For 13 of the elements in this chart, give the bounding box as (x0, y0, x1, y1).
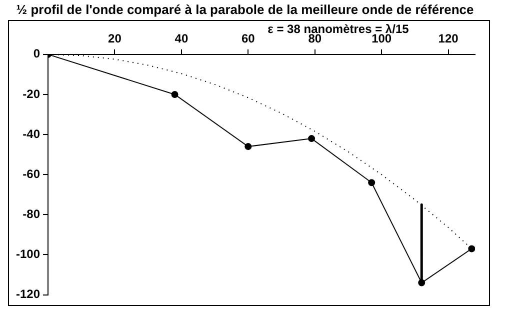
x-tick-label: 20 (108, 32, 122, 46)
y-tick-label: -20 (22, 86, 40, 101)
x-tick-label: 100 (372, 32, 392, 46)
y-tick-label: 0 (33, 46, 40, 61)
y-tick-label: -40 (22, 126, 40, 141)
x-tick-label: 40 (174, 32, 188, 46)
x-tick-label: 120 (438, 32, 459, 46)
x-tick-label: 60 (241, 32, 256, 46)
chart-title: ½ profil de l'onde comparé à la parabole de la meilleure onde de référence (15, 2, 475, 17)
y-tick-label: -120 (16, 287, 40, 302)
y-tick-label: -100 (16, 247, 40, 262)
y-tick-label: -80 (22, 206, 40, 221)
y-tick-label: -60 (22, 166, 40, 181)
